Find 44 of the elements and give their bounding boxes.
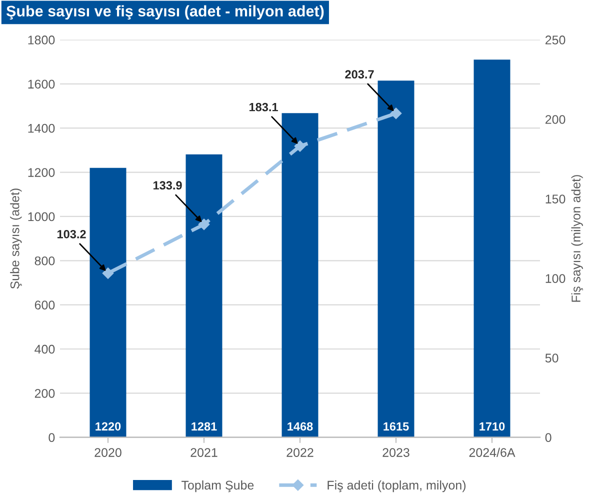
- legend-label: Toplam Şube: [182, 480, 254, 492]
- y-tick-label: 1600: [28, 80, 55, 89]
- bar: [282, 113, 318, 438]
- x-tick-label: 2022: [286, 448, 314, 457]
- x-tick-label: 2020: [94, 448, 122, 457]
- y2-tick-label: 0: [545, 433, 552, 442]
- y-tick-label: 200: [34, 388, 55, 398]
- y-tick-label: 600: [34, 300, 55, 310]
- x-tick-label: 2021: [190, 448, 218, 457]
- data-label: 103.2: [57, 230, 86, 238]
- x-tick-label: 2024/6A: [469, 448, 516, 457]
- data-label: 1468: [288, 422, 313, 431]
- y2-tick-label: 150: [546, 194, 566, 204]
- point: [102, 268, 114, 279]
- y-tick-label: 400: [34, 344, 55, 354]
- y2-tick-label: 200: [545, 115, 566, 124]
- y-tick-label: 1200: [28, 168, 55, 177]
- data-label: 1281: [192, 422, 217, 431]
- bar: [474, 60, 510, 438]
- bar: [90, 168, 126, 438]
- point: [390, 108, 402, 119]
- y2-tick-label: 50: [545, 354, 558, 362]
- data-label: 1710: [480, 422, 505, 431]
- y-tick-label: 800: [34, 256, 55, 266]
- bar: [186, 154, 222, 438]
- data-label: 203.7: [345, 70, 374, 79]
- y-axis-title: Şube sayısı (adet): [10, 188, 22, 289]
- point: [294, 140, 306, 152]
- y2-axis-title: Fiş sayısı (milyon adet): [571, 175, 583, 302]
- legend-label: Fiş adeti (toplam, milyon): [328, 480, 466, 492]
- y2-tick-label: 100: [546, 274, 566, 283]
- chart-title: Şube sayısı ve fiş sayısı (adet - milyon adet): [6, 5, 324, 20]
- data-label: 133.9: [153, 181, 182, 190]
- y-tick-label: 1400: [28, 124, 55, 133]
- y-tick-label: 1800: [28, 36, 55, 44]
- x-tick-label: 2023: [382, 448, 410, 457]
- y-tick-label: 0: [48, 433, 55, 442]
- data-label: 1220: [96, 422, 121, 431]
- y-tick-label: 1000: [28, 212, 55, 222]
- y2-tick-label: 250: [545, 36, 566, 44]
- point: [198, 218, 210, 230]
- data-label: 1615: [384, 422, 409, 431]
- bar: [378, 80, 414, 438]
- data-label: 183.1: [249, 102, 278, 112]
